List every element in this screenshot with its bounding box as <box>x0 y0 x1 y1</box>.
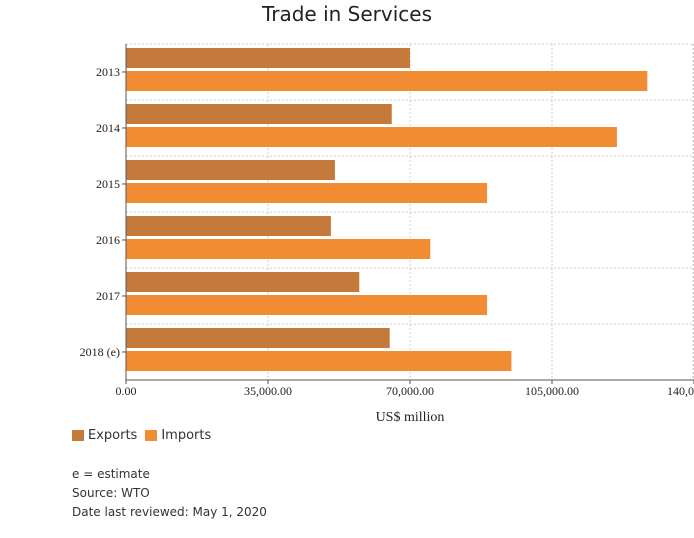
x-tick-label: 105,000.00 <box>525 384 579 398</box>
y-tick-label: 2018 (e) <box>80 345 120 359</box>
y-tick-label: 2016 <box>96 233 120 247</box>
x-tick-label: 70,000.00 <box>386 384 434 398</box>
bar-exports-2017 <box>126 272 360 292</box>
bar-imports-2013 <box>126 71 648 91</box>
y-tick-label: 2014 <box>96 121 120 135</box>
bar-exports-2015 <box>126 160 335 180</box>
chart-notes: e = estimate Source: WTO Date last revie… <box>72 465 267 522</box>
x-tick-label: 0.00 <box>116 384 137 398</box>
bar-exports-2018e <box>126 328 390 348</box>
bar-imports-2017 <box>126 295 488 315</box>
y-tick-label: 2017 <box>96 289 120 303</box>
bar-imports-2018e <box>126 351 512 371</box>
legend-swatch-imports <box>145 430 158 441</box>
legend: Exports Imports <box>72 428 219 443</box>
legend-item-exports[interactable]: Exports <box>72 428 137 443</box>
x-tick-label: 140,000.00 <box>667 384 694 398</box>
bar-chart: 2013 2014 2015 2016 2017 2018 (e) 0.00 35,000.0… <box>80 43 694 425</box>
x-axis-title: US$ million <box>376 410 445 425</box>
legend-label-imports: Imports <box>161 428 212 443</box>
bar-exports-2014 <box>126 104 392 124</box>
note-estimate: e = estimate <box>72 467 150 481</box>
note-source: Source: WTO <box>72 486 150 500</box>
bar-imports-2016 <box>126 239 431 259</box>
legend-label-exports: Exports <box>88 428 138 443</box>
y-tick-label: 2013 <box>96 65 120 79</box>
chart-title: Trade in Services <box>261 2 433 26</box>
note-date-reviewed: Date last reviewed: May 1, 2020 <box>72 505 267 519</box>
bar-exports-2016 <box>126 216 331 236</box>
y-tick-label: 2015 <box>96 177 120 191</box>
bar-exports-2013 <box>126 48 410 68</box>
bar-imports-2014 <box>126 127 617 147</box>
legend-swatch-exports <box>72 430 84 441</box>
bar-imports-2015 <box>126 183 488 203</box>
x-tick-label: 35,000.00 <box>244 384 292 398</box>
legend-item-imports[interactable]: Imports <box>145 428 211 443</box>
